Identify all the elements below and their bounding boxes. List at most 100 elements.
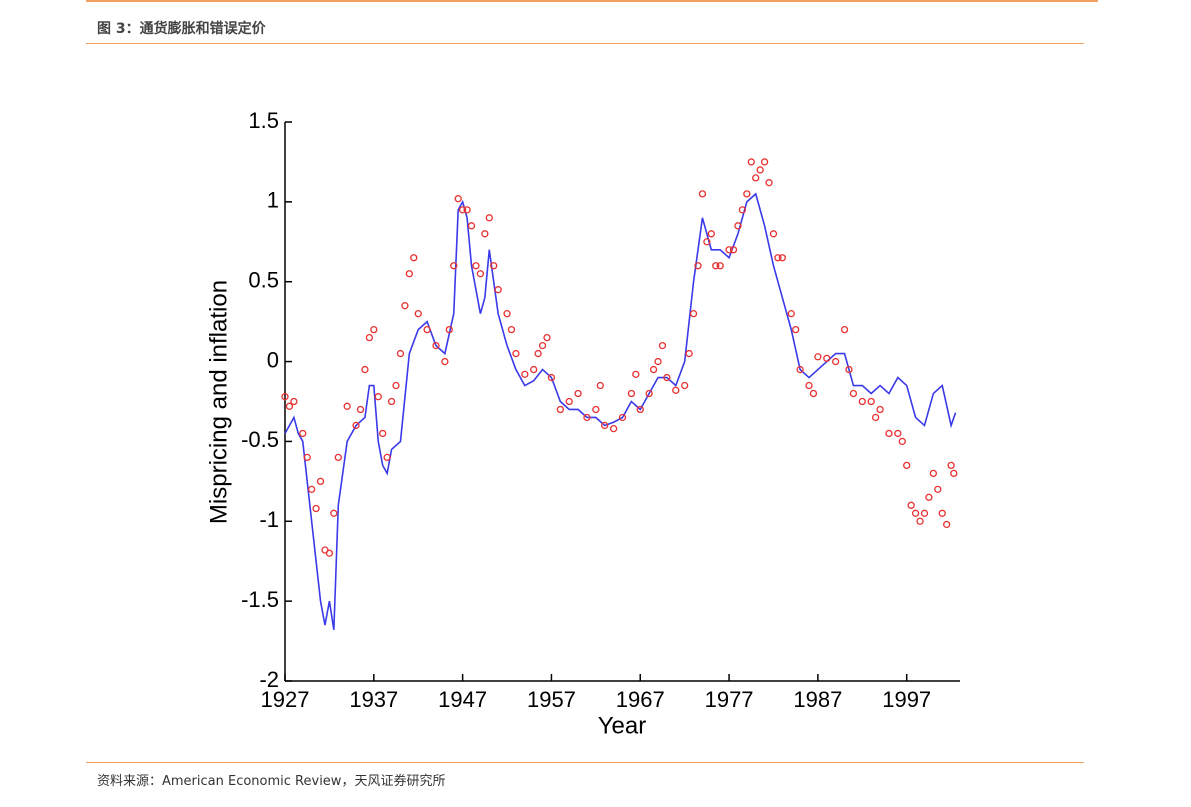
mispricing-point [694,262,702,270]
mispricing-point [285,402,294,410]
mispricing-point [898,437,906,446]
inflation-line [284,192,957,631]
mispricing-point [743,190,751,198]
mispricing-point [823,354,831,363]
mispricing-point [565,397,573,406]
mispricing-point [521,370,529,378]
mispricing-point [681,381,689,390]
mispricing-point [454,195,462,203]
mispricing-point [379,429,387,438]
x-tick-label: 1987 [793,687,842,712]
mispricing-point [729,246,738,254]
mispricing-point [401,302,409,310]
mispricing-point [543,333,551,342]
mispricing-point [645,389,653,398]
mispricing-point [458,206,467,214]
mispricing-point [805,381,813,390]
mispricing-point [636,405,644,414]
y-tick-label: 1 [267,188,279,213]
mispricing-point [725,246,733,254]
mispricing-point [689,310,698,318]
mispricing-point [814,353,822,361]
mispricing-point [760,158,769,166]
mispricing-point [325,549,334,557]
mispricing-point [867,397,875,406]
x-tick-label: 1937 [349,687,398,712]
x-tick-label: 1957 [527,687,576,712]
mispricing-point [934,485,942,493]
x-tick-label: 1927 [261,687,310,712]
mispricing-point [290,397,298,406]
mispricing-point [512,349,520,358]
top-rule [86,0,1098,2]
mispricing-point [832,357,840,366]
mispricing-point [885,429,893,438]
mispricing-point [916,517,924,525]
y-tick-label: 0 [267,347,279,372]
mispricing-point [334,453,342,462]
mispricing-point [734,222,742,230]
mispricing-point [530,365,538,374]
mispricing-point [574,389,582,398]
mispricing-point [769,230,778,238]
mispricing-point [774,254,782,262]
mispricing-point [698,190,707,198]
mispricing-point [627,389,636,398]
mispricing-point [330,509,338,517]
mispricing-point [685,349,693,358]
mispricing-point [450,262,458,270]
mispricing-point [365,333,374,342]
mispricing-point [929,469,938,478]
mispricing-point [392,381,400,390]
mispricing-point [601,421,609,430]
mispricing-point [840,325,849,334]
mispricing-point [609,425,618,433]
mispricing-point [809,389,818,398]
footer-rule [86,762,1084,763]
mispricing-point [370,325,378,334]
x-tick-label: 1947 [438,687,487,712]
mispricing-point [858,397,866,406]
mispricing-point [476,270,485,278]
mispricing-point [672,386,680,394]
mispricing-point [405,270,413,278]
mispricing-point [383,453,391,462]
y-tick-label: -1 [259,507,279,532]
mispricing-point [472,262,480,270]
mispricing-point [712,262,720,270]
mispricing-point [618,413,627,422]
mispricing-point [752,174,760,182]
mispricing-point [441,357,449,366]
mispricing-point [756,166,764,174]
mispricing-point [445,325,453,334]
mispricing-point [796,365,804,374]
mispricing-point [374,393,382,401]
mispricing-point [911,509,920,517]
mispricing-point [849,389,858,398]
mispricing-point [871,413,880,422]
mispricing-point [925,493,933,501]
mispricing-point [778,254,787,262]
x-axis-title: Year [598,712,647,739]
mispricing-point [316,477,325,486]
mispricing-point [547,373,556,382]
mispricing-point [467,222,476,230]
mispricing-point [485,214,493,222]
y-tick-label: -1.5 [241,587,279,612]
mispricing-point [596,381,604,390]
mispricing-point [583,413,591,422]
y-tick-label: -2 [259,667,279,692]
mispricing-point [592,405,600,414]
mispricing-point [894,429,902,438]
mispricing-point [343,402,351,410]
mispricing-point [303,453,311,462]
mispricing-point [747,158,755,166]
mispricing-point [716,262,724,270]
mispricing-point [503,310,511,318]
mispricing-point [356,405,365,414]
mispricing-point [632,370,640,378]
mispricing-point [649,365,658,374]
mispricing-point [307,485,316,493]
